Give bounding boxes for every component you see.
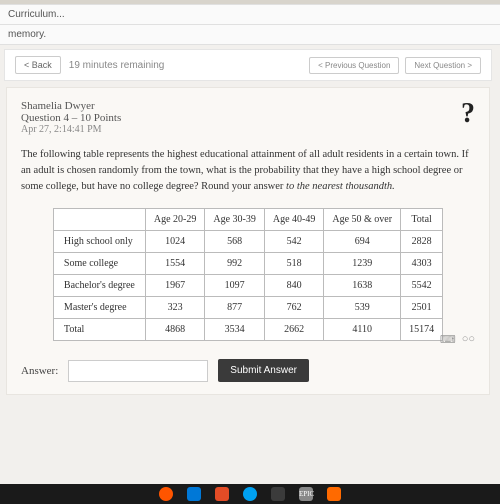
taskbar-icon[interactable]: [243, 487, 257, 501]
tool-icons: ⌨ ○○: [440, 333, 475, 346]
col-age-30-39: Age 30-39: [205, 209, 265, 231]
table-cell: 539: [324, 297, 401, 319]
table-cell: 1967: [145, 275, 205, 297]
table-cell: 840: [264, 275, 324, 297]
table-cell: 1638: [324, 275, 401, 297]
table-cell: 2662: [264, 319, 324, 341]
table-row: Some college155499251812394303: [53, 253, 442, 275]
answer-label: Answer:: [21, 365, 58, 377]
breadcrumb-memory[interactable]: memory.: [0, 25, 500, 45]
prompt-emphasis: to the nearest thousandth.: [286, 181, 395, 192]
timestamp: Apr 27, 2:14:41 PM: [21, 124, 475, 135]
table-cell: 518: [264, 253, 324, 275]
table-header-row: Age 20-29 Age 30-39 Age 40-49 Age 50 & o…: [53, 209, 442, 231]
row-label: Some college: [53, 253, 145, 275]
back-button[interactable]: < Back: [15, 56, 61, 74]
student-name: Shamelia Dwyer: [21, 100, 475, 112]
col-age-40-49: Age 40-49: [264, 209, 324, 231]
question-card: Shamelia Dwyer Question 4 – 10 Points Ap…: [6, 87, 490, 395]
table-cell: 877: [205, 297, 265, 319]
table-cell: 1239: [324, 253, 401, 275]
table-cell: 323: [145, 297, 205, 319]
submit-answer-button[interactable]: Submit Answer: [218, 359, 309, 382]
table-cell: 4868: [145, 319, 205, 341]
table-cell: 2828: [401, 231, 443, 253]
prev-question-button[interactable]: < Previous Question: [309, 57, 399, 74]
next-question-button[interactable]: Next Question >: [405, 57, 481, 74]
nav-bar: < Back 19 minutes remaining < Previous Q…: [4, 49, 492, 81]
table-row: Total486835342662411015174: [53, 319, 442, 341]
table-cell: 762: [264, 297, 324, 319]
answer-input[interactable]: [68, 360, 208, 382]
table-cell: 1554: [145, 253, 205, 275]
question-prompt: The following table represents the highe…: [21, 147, 475, 194]
breadcrumb-curriculum[interactable]: Curriculum...: [0, 4, 500, 25]
prompt-text: The following table represents the highe…: [21, 149, 469, 192]
taskbar-icon[interactable]: [187, 487, 201, 501]
col-age-50-over: Age 50 & over: [324, 209, 401, 231]
table-row: High school only10245685426942828: [53, 231, 442, 253]
table-cell: 4303: [401, 253, 443, 275]
circle-icon[interactable]: ○○: [462, 333, 475, 346]
taskbar: EPIC: [0, 484, 500, 504]
taskbar-icon[interactable]: [327, 487, 341, 501]
table-cell: 542: [264, 231, 324, 253]
table-cell: 4110: [324, 319, 401, 341]
taskbar-icon[interactable]: EPIC: [299, 487, 313, 501]
help-icon[interactable]: ?: [461, 98, 475, 130]
table-row: Bachelor's degree1967109784016385542: [53, 275, 442, 297]
taskbar-icon[interactable]: [271, 487, 285, 501]
table-cell: 3534: [205, 319, 265, 341]
table-cell: 568: [205, 231, 265, 253]
table-cell: 694: [324, 231, 401, 253]
table-cell: 1097: [205, 275, 265, 297]
keyboard-icon[interactable]: ⌨: [440, 333, 456, 346]
timer-text: 19 minutes remaining: [69, 60, 165, 71]
col-total: Total: [401, 209, 443, 231]
row-label: Master's degree: [53, 297, 145, 319]
col-age-20-29: Age 20-29: [145, 209, 205, 231]
table-cell: 2501: [401, 297, 443, 319]
data-table: Age 20-29 Age 30-39 Age 40-49 Age 50 & o…: [53, 208, 443, 341]
col-blank: [53, 209, 145, 231]
table-cell: 5542: [401, 275, 443, 297]
row-label: Total: [53, 319, 145, 341]
question-points: Question 4 – 10 Points: [21, 112, 475, 124]
table-cell: 992: [205, 253, 265, 275]
row-label: Bachelor's degree: [53, 275, 145, 297]
table-cell: 15174: [401, 319, 443, 341]
table-row: Master's degree3238777625392501: [53, 297, 442, 319]
table-cell: 1024: [145, 231, 205, 253]
answer-row: Answer: Submit Answer: [21, 359, 475, 382]
taskbar-icon[interactable]: [215, 487, 229, 501]
taskbar-icon[interactable]: [159, 487, 173, 501]
row-label: High school only: [53, 231, 145, 253]
